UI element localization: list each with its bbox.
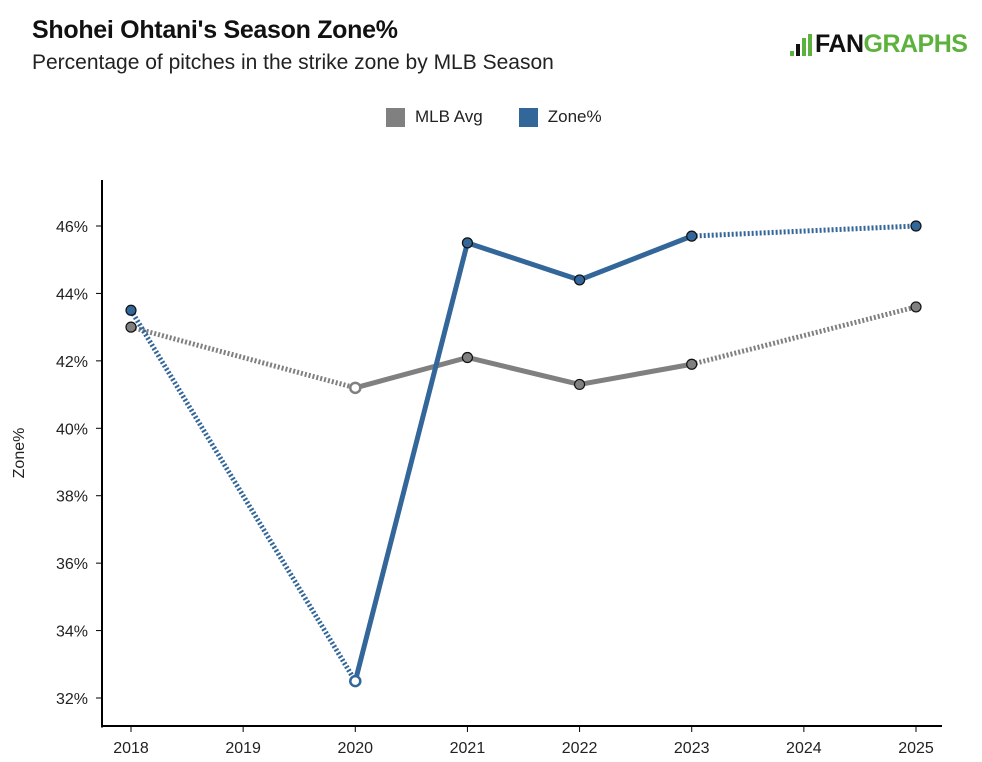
- y-tick-label: 38%: [56, 489, 88, 506]
- line-segment-mlb-avg: [354, 355, 469, 391]
- data-point-mlb-avg: [573, 378, 586, 391]
- y-tick-label: 42%: [56, 354, 88, 371]
- series-lines: [128, 223, 917, 683]
- legend-label-zone-pct: Zone%: [547, 107, 602, 126]
- line-segment-mlb-avg: [579, 361, 693, 387]
- data-point-zone: [461, 237, 474, 249]
- y-tick-label: 40%: [56, 421, 88, 438]
- y-axis-title: Zone%: [11, 428, 28, 479]
- data-point-mlb-avg: [461, 351, 474, 364]
- y-tick-label: 34%: [56, 624, 88, 641]
- x-tick-label: 2020: [337, 740, 373, 757]
- data-point-zone: [686, 230, 698, 242]
- line-segment-zone: [128, 308, 358, 683]
- logo-text-graphs: GRAPHS: [863, 30, 968, 58]
- y-tick-label: 46%: [56, 219, 88, 236]
- x-tick-label: 2023: [674, 740, 710, 757]
- legend-item-zone-pct[interactable]: Zone%: [518, 107, 602, 127]
- line-segment-mlb-avg: [466, 355, 581, 387]
- y-tick-label: 44%: [56, 286, 88, 303]
- x-tick-label: 2021: [450, 740, 486, 757]
- data-point-mlb-avg: [349, 381, 362, 395]
- line-segment-zone: [466, 240, 581, 283]
- data-point-zone: [910, 220, 922, 232]
- series-markers: [125, 220, 922, 688]
- data-point-zone: [573, 274, 586, 286]
- legend-swatch-mlb-avg: [386, 107, 405, 127]
- axes: 32% 34% 36% 38% 40% 42% 44% 46% 2018 2019 2020 2021…: [11, 180, 942, 757]
- data-point-mlb-avg: [910, 301, 922, 313]
- legend-label-mlb-avg: MLB Avg: [415, 107, 483, 126]
- fangraphs-logo-icon: [790, 33, 812, 56]
- line-segment-zone: [578, 233, 693, 283]
- fangraphs-logo: FAN GRAPHS: [790, 30, 968, 59]
- data-point-zone: [125, 304, 137, 316]
- chart-legend: MLB Avg Zone%: [386, 107, 638, 127]
- x-tick-label: 2022: [562, 740, 598, 757]
- line-segment-mlb-avg: [691, 304, 917, 367]
- line-segment-mlb-avg: [130, 324, 356, 391]
- y-tick-label: 36%: [56, 556, 88, 573]
- data-point-zone: [349, 674, 362, 688]
- x-tick-label: 2019: [225, 740, 261, 757]
- line-segment-zone: [352, 242, 470, 682]
- x-tick-label: 2025: [898, 740, 934, 757]
- chart-subtitle: Percentage of pitches in the strike zone…: [32, 51, 554, 74]
- x-tick-label: 2024: [786, 740, 822, 757]
- y-tick-label: 32%: [56, 691, 88, 708]
- data-point-mlb-avg: [686, 358, 698, 370]
- line-segment-zone: [691, 223, 917, 239]
- legend-swatch-zone-pct: [518, 107, 538, 127]
- data-point-mlb-avg: [125, 321, 137, 333]
- x-tick-label: 2018: [113, 740, 149, 757]
- legend-item-mlb-avg[interactable]: MLB Avg: [386, 107, 483, 127]
- logo-text-fan: FAN: [815, 30, 864, 58]
- chart-title: Shohei Ohtani's Season Zone%: [32, 16, 398, 44]
